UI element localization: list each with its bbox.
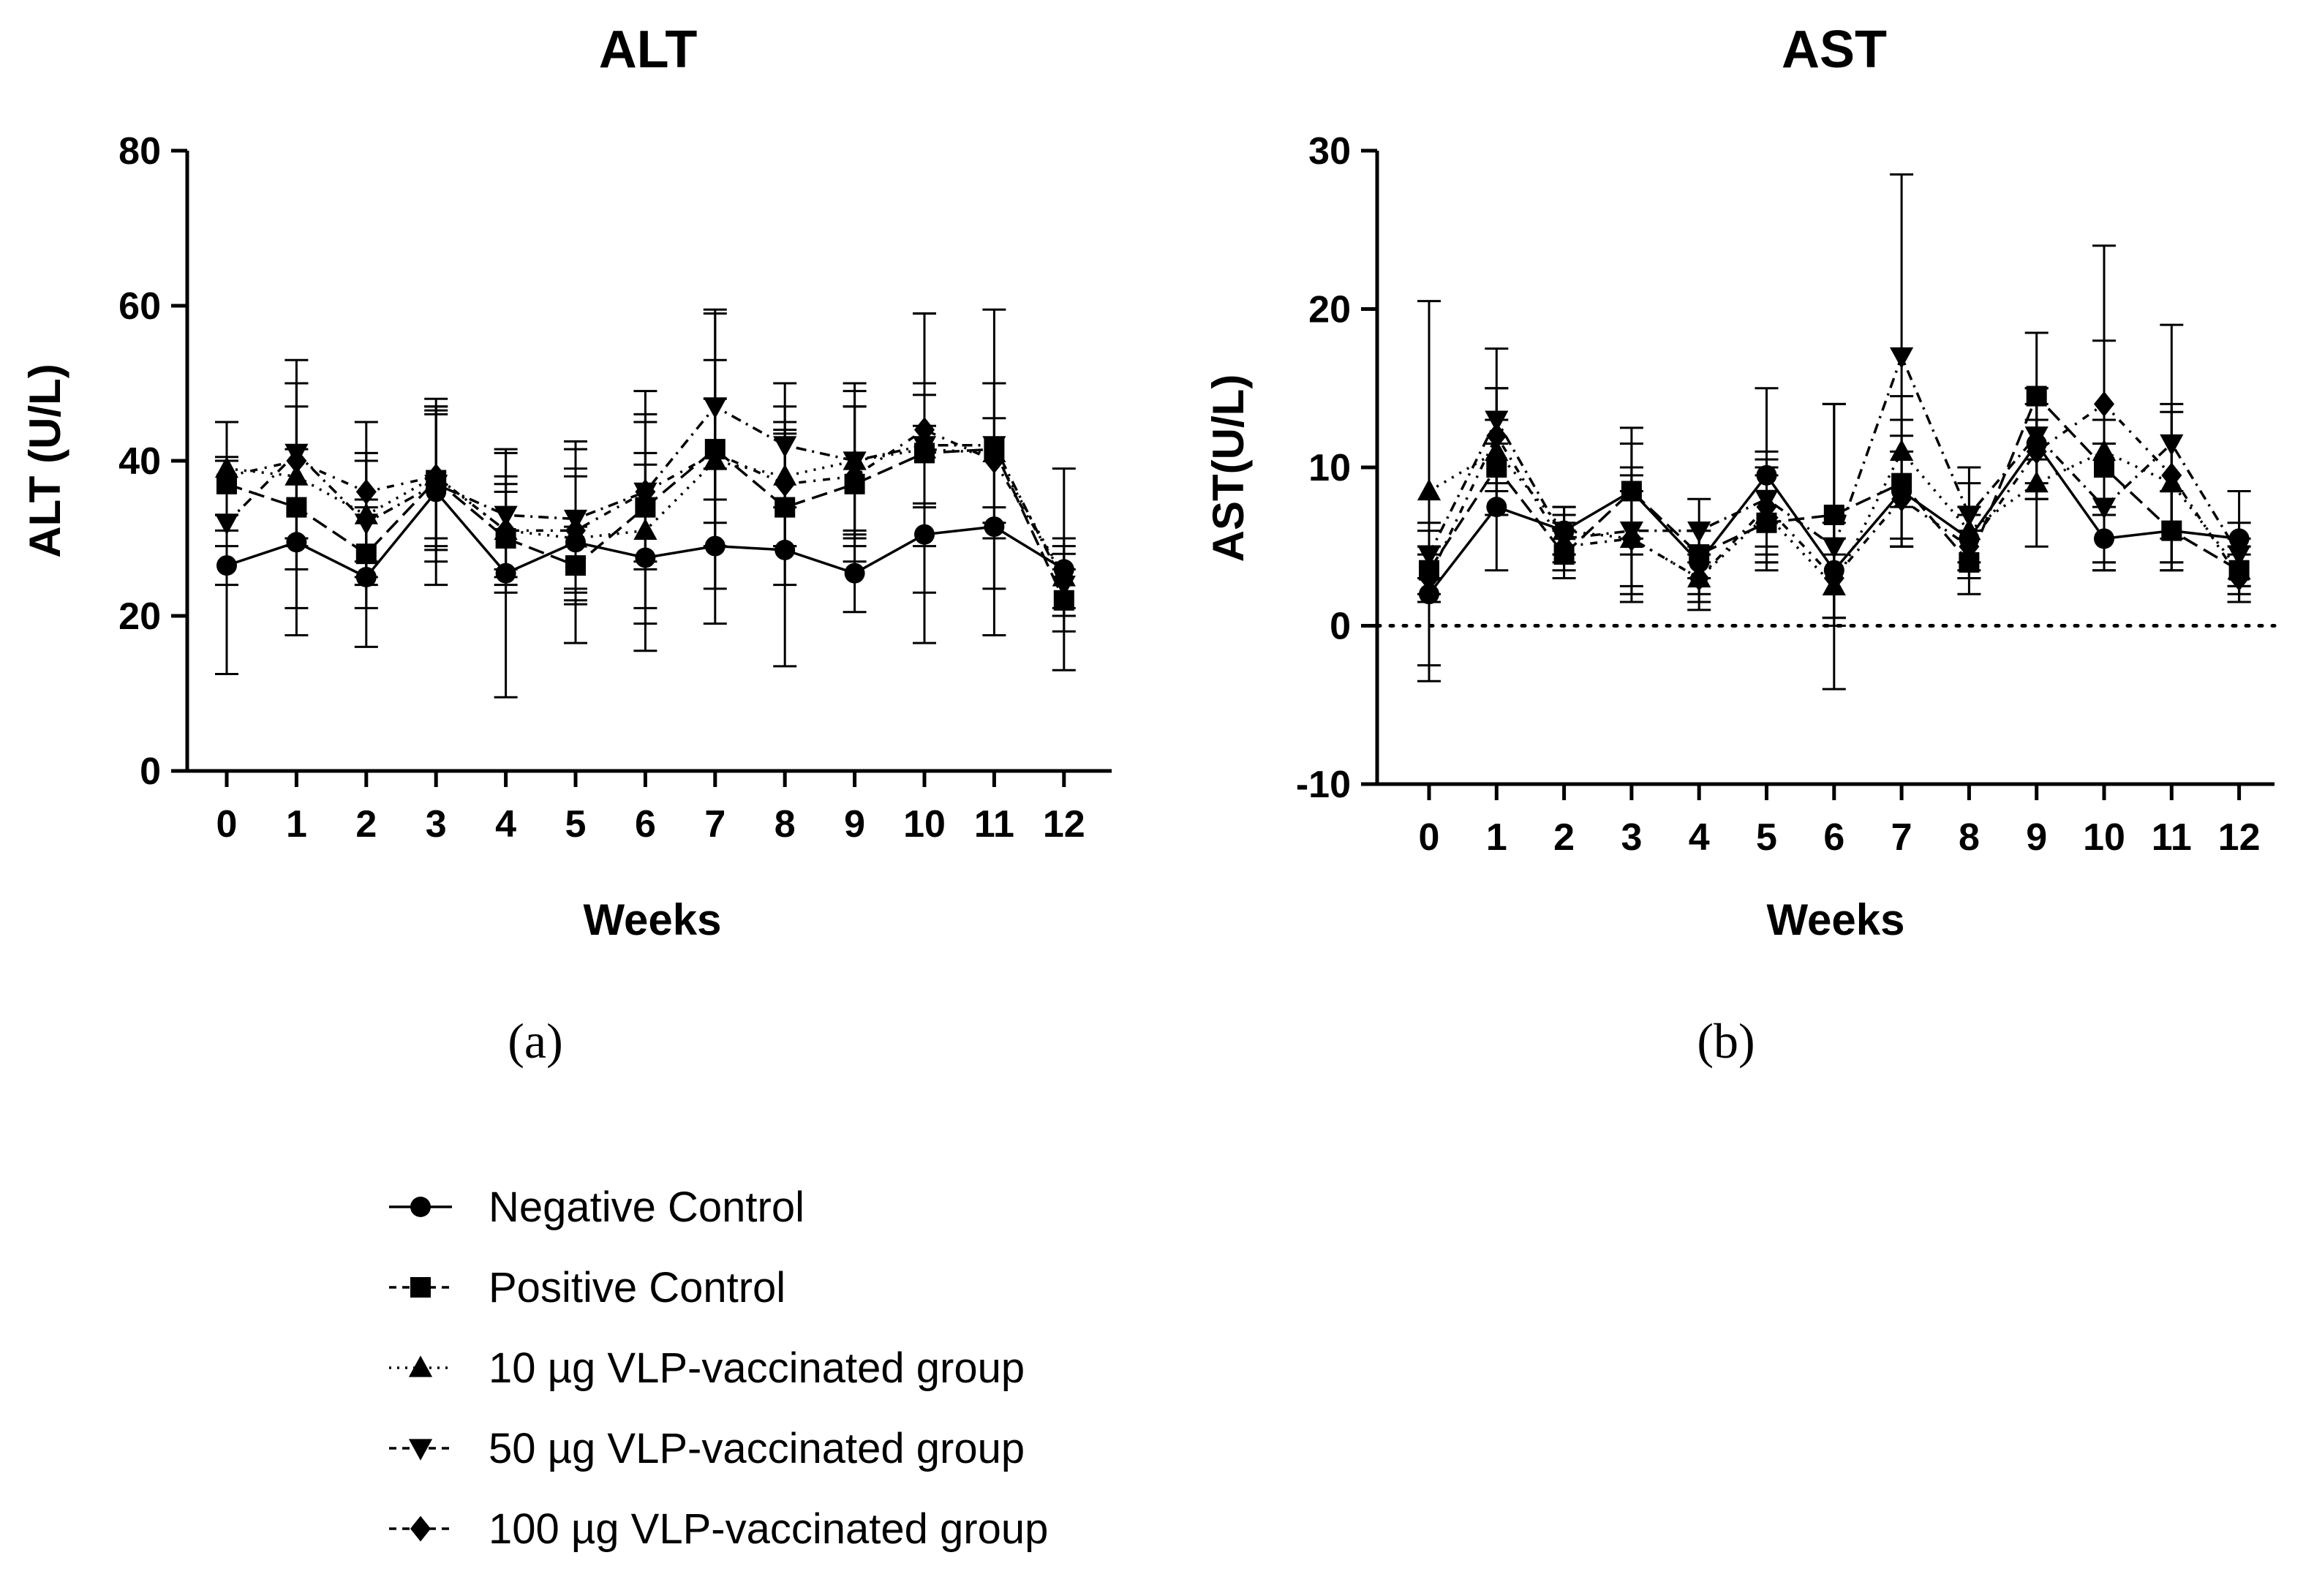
legend-label: Positive Control	[489, 1264, 785, 1311]
alt-x-tick-label: 6	[635, 803, 656, 846]
ast-data-point	[1687, 522, 1711, 543]
ast-x-tick-label: 2	[1553, 816, 1575, 859]
alt-data-point	[844, 463, 865, 489]
alt-x-tick-label: 1	[286, 803, 307, 846]
alt-series-5	[215, 312, 1076, 617]
ast-y-tick-label: 10	[1308, 447, 1351, 489]
ast-data-point	[1417, 478, 1441, 501]
ast-x-tick-label: 3	[1621, 816, 1642, 859]
legend: Negative Control Positive Control 10 µg VL…	[389, 1183, 1048, 1553]
alt-panel-label: (a)	[508, 1013, 562, 1069]
ast-x-tick-label: 9	[2026, 816, 2047, 859]
ast-x-tick-label: 5	[1756, 816, 1777, 859]
legend-marker	[410, 1277, 431, 1298]
legend-marker	[408, 1355, 433, 1377]
legend-item: Negative Control	[389, 1183, 804, 1231]
ast-x-tick-label: 1	[1486, 816, 1507, 859]
ast-data-point	[1891, 486, 1912, 512]
legend-item: 100 µg VLP-vaccinated group	[389, 1505, 1048, 1553]
alt-data-point	[1053, 564, 1074, 590]
ast-data-point	[1823, 565, 1844, 592]
ast-x-tick-label: 4	[1689, 816, 1710, 859]
ast-data-point	[1419, 565, 1439, 592]
ast-data-point	[1486, 423, 1507, 449]
ast-data-point	[1890, 347, 1914, 369]
alt-y-tick-label: 40	[118, 440, 161, 483]
ast-x-axis-label: Weeks	[1766, 895, 1904, 944]
alt-data-point	[565, 517, 586, 543]
alt-y-tick-label: 60	[118, 285, 161, 328]
alt-x-tick-label: 10	[903, 803, 946, 846]
alt-x-tick-label: 11	[974, 803, 1014, 846]
alt-x-tick-label: 7	[704, 803, 726, 846]
legend-label: Negative Control	[489, 1183, 804, 1231]
alt-data-point	[495, 517, 516, 543]
ast-x-tick-label: 12	[2218, 816, 2261, 859]
alt-data-point	[704, 440, 726, 466]
ast-x-tick-label: 0	[1419, 816, 1440, 859]
ast-x-tick-label: 11	[2152, 816, 2192, 859]
alt-x-tick-label: 5	[565, 803, 587, 846]
alt-data-point	[914, 417, 935, 443]
alt-x-tick-label: 8	[775, 803, 796, 846]
legend-label: 10 µg VLP-vaccinated group	[489, 1344, 1025, 1392]
alt-x-tick-label: 0	[216, 803, 238, 846]
ast-data-point	[1756, 494, 1777, 520]
ast-x-tick-label: 8	[1959, 816, 1980, 859]
legend-item: 10 µg VLP-vaccinated group	[389, 1344, 1025, 1392]
alt-data-point	[844, 562, 865, 584]
ast-data-point	[1553, 533, 1575, 560]
alt-x-axis-label: Weeks	[583, 895, 721, 944]
ast-data-point	[2228, 565, 2250, 592]
alt-data-point	[426, 463, 447, 489]
alt-data-point	[355, 478, 377, 505]
legend-label: 50 µg VLP-vaccinated group	[489, 1425, 1025, 1472]
ast-y-tick-label: 30	[1308, 130, 1351, 173]
ast-x-tick-label: 6	[1823, 816, 1844, 859]
ast-data-point	[1621, 525, 1642, 552]
ast-data-point	[2026, 438, 2047, 464]
legend-marker	[410, 1516, 431, 1542]
ast-data-point	[1959, 533, 1980, 560]
legend-item: 50 µg VLP-vaccinated group	[389, 1425, 1025, 1472]
ast-y-tick-label: -10	[1296, 764, 1351, 806]
ast-data-point	[2161, 462, 2182, 489]
alt-data-point	[216, 463, 237, 489]
alt-y-axis-label: ALT (U/L)	[20, 364, 69, 557]
alt-data-point	[635, 478, 656, 505]
ast-y-axis-label: AST(U/L)	[1204, 374, 1253, 562]
ast-data-point	[1689, 565, 1710, 592]
ast-x-tick-label: 7	[1891, 816, 1912, 859]
alt-x-tick-label: 12	[1043, 803, 1085, 846]
ast-series-5	[1417, 244, 2251, 620]
alt-x-tick-label: 4	[495, 803, 516, 846]
legend-label: 100 µg VLP-vaccinated group	[489, 1505, 1048, 1553]
alt-data-point	[286, 448, 307, 474]
ast-chart-title: AST	[1782, 20, 1887, 79]
legend-marker	[410, 1197, 431, 1217]
alt-y-tick-label: 20	[118, 595, 161, 638]
alt-chart-title: ALT	[599, 20, 698, 79]
alt-x-tick-label: 2	[355, 803, 377, 846]
legend-item: Positive Control	[389, 1264, 785, 1311]
ast-y-tick-label: 20	[1308, 289, 1351, 331]
legend-marker	[408, 1439, 433, 1461]
alt-y-tick-label: 0	[140, 750, 161, 793]
alt-data-point	[775, 471, 796, 497]
ast-panel-label: (b)	[1697, 1013, 1755, 1069]
alt-data-point	[984, 448, 1005, 474]
alt-y-tick-label: 80	[118, 130, 161, 173]
alt-x-tick-label: 9	[844, 803, 865, 846]
alt-x-tick-label: 3	[426, 803, 447, 846]
ast-data-point	[2094, 391, 2114, 417]
ast-y-tick-label: 0	[1330, 606, 1351, 648]
ast-x-tick-label: 10	[2083, 816, 2125, 859]
